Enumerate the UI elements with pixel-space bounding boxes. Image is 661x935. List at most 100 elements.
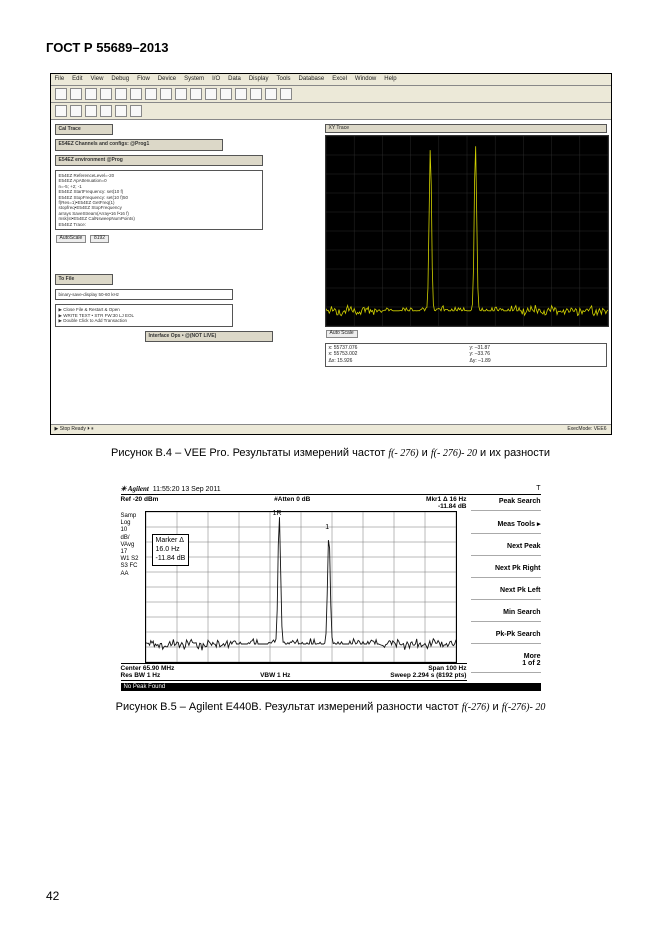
marker-hz: Mkr1 Δ 16 Hz [426, 496, 466, 503]
caption-text: Рисунок В.5 – Agilent E440B. Результат и… [116, 701, 462, 713]
toolbar-button[interactable] [70, 105, 82, 117]
softkey[interactable]: More 1 of 2 [471, 650, 541, 673]
menu-item[interactable]: Device [158, 76, 176, 83]
softkey[interactable]: Meas Tools ▸ [471, 517, 541, 534]
toolbar-button[interactable] [85, 105, 97, 117]
vee-pro-screenshot: File Edit View Debug Flow Device System … [50, 73, 612, 435]
menu-item[interactable]: Debug [111, 76, 129, 83]
toolbar-button[interactable] [145, 88, 157, 100]
menu-item[interactable]: View [91, 76, 104, 83]
softkey[interactable]: Pk-Pk Search [471, 628, 541, 644]
agilent-datetime: 11:55:20 13 Sep 2011 [153, 486, 221, 493]
softkey[interactable]: Next Peak [471, 540, 541, 556]
menu-item[interactable]: Excel [332, 76, 347, 83]
tofile-op[interactable]: ▶ Double Click to Add Transaction [59, 318, 229, 323]
toolbar-button[interactable] [250, 88, 262, 100]
doc-code: ГОСТ Р 55689–2013 [46, 40, 615, 55]
menu-item[interactable]: Edit [72, 76, 82, 83]
spectrum-plot-b4 [325, 135, 609, 327]
fig-b5-caption: Рисунок В.5 – Agilent E440B. Результат и… [46, 701, 615, 713]
toolbar-button[interactable] [280, 88, 292, 100]
block-channels[interactable]: E54EZ Channels and configs: @Prog1 [55, 139, 223, 151]
yl: dB/ [121, 535, 145, 542]
grid [146, 512, 456, 662]
toolbar-button[interactable] [130, 88, 142, 100]
span: Span 100 Hz [428, 665, 466, 672]
toolbar-button[interactable] [115, 105, 127, 117]
toolbar-button[interactable] [55, 105, 67, 117]
vee-toolbar-2 [51, 103, 611, 120]
toolbar-button[interactable] [115, 88, 127, 100]
block-caltrace[interactable]: Cal Trace [55, 124, 113, 136]
marker-db: -11.84 dB [426, 503, 466, 510]
pill-8192[interactable]: 8192 [90, 235, 109, 243]
toolbar-button[interactable] [85, 88, 97, 100]
formula-f1: f(-276) [462, 702, 490, 713]
agilent-T: T [536, 485, 540, 493]
menu-item[interactable]: File [55, 76, 65, 83]
menu-item[interactable]: Data [228, 76, 241, 83]
mb-line: Marker Δ [156, 537, 186, 546]
menu-item[interactable]: Flow [137, 76, 150, 83]
sweep: Sweep 2.294 s (8192 pts) [390, 672, 466, 679]
toolbar-button[interactable] [55, 88, 67, 100]
menu-item[interactable]: I/O [212, 76, 220, 83]
formula-f1: f(- 276) [388, 448, 418, 459]
marker-delta-box: Marker Δ 16.0 Hz -11.84 dB [152, 534, 190, 566]
marker-1: 1 [325, 524, 329, 531]
menu-item[interactable]: Window [355, 76, 376, 83]
toolbar-button[interactable] [175, 88, 187, 100]
block-tofile[interactable]: To File [55, 274, 113, 286]
rbw: Res BW 1 Hz [121, 672, 161, 679]
toolbar-button[interactable] [70, 88, 82, 100]
menu-item[interactable]: Display [249, 76, 269, 83]
menu-item[interactable]: Database [299, 76, 325, 83]
readout-panel: x: 55737.076 y: –31.87 x: 55753.002 y: –… [325, 343, 607, 368]
yl: VAvg [121, 542, 145, 549]
softkey[interactable]: Next Pk Right [471, 562, 541, 578]
block-env[interactable]: E54EZ environment @Prog [55, 155, 263, 167]
toolbar-button[interactable] [265, 88, 277, 100]
softkey[interactable]: Min Search [471, 606, 541, 622]
readout-dx: Δx: 15.926 [329, 359, 462, 365]
vee-right-panel: XY Trace Auto Scale x: 55737.076 y: –31.… [321, 120, 611, 434]
toolbar-button[interactable] [220, 88, 232, 100]
caption-suffix: и их разности [480, 447, 550, 459]
toolbar-button[interactable] [100, 88, 112, 100]
mb-line: 16.0 Hz [156, 546, 186, 555]
agilent-logo: ✳ Agilent [121, 485, 149, 493]
ag-y-labels: Samp Log 10 dB/ VAvg 17 W1 S2 S3 FC AA [121, 511, 145, 663]
block-tofile-name: binary-save-display 50-60 kHz [55, 289, 233, 300]
toolbar-button[interactable] [130, 105, 142, 117]
marker-1r: 1R [273, 510, 282, 517]
yl: Log [121, 520, 145, 527]
toolbar-button[interactable] [205, 88, 217, 100]
vee-status-bar: ▶ Stop Ready ⏵ ⏸ ExecMode: VEE6 [51, 424, 611, 435]
menu-item[interactable]: Help [384, 76, 396, 83]
toolbar-button[interactable] [190, 88, 202, 100]
atten: #Atten 0 dB [274, 496, 310, 510]
vbw: VBW 1 Hz [260, 672, 290, 679]
param-line: E54EZ Trace: [59, 222, 259, 227]
readout-y2: y: –33.76 [470, 352, 603, 358]
block-iface[interactable]: Interface Ops • @(NOT LIVE) [145, 331, 273, 343]
vee-toolbar [51, 86, 611, 103]
formula-f2: f(- 276)- 20 [431, 448, 477, 459]
toolbar-button[interactable] [235, 88, 247, 100]
auto-scale-button[interactable]: Auto Scale [326, 330, 358, 338]
toolbar-button[interactable] [160, 88, 172, 100]
readout-dy: Δy: –1.89 [470, 359, 603, 365]
pill-autoscale[interactable]: AutoScale [56, 235, 87, 243]
toolbar-button[interactable] [100, 105, 112, 117]
yl: W1 S2 [121, 556, 145, 563]
block-params: E54EZ ReferenceLevel=-20 E54EZ ApAttenua… [55, 170, 263, 230]
menu-item[interactable]: Tools [277, 76, 291, 83]
softkey[interactable]: Next Pk Left [471, 584, 541, 600]
agilent-screenshot: ✳ Agilent 11:55:20 13 Sep 2011 T Ref -20… [121, 485, 541, 691]
softkey[interactable]: Peak Search [471, 495, 541, 511]
menu-item[interactable]: System [184, 76, 204, 83]
yl: AA [121, 571, 145, 578]
readout-x2: x: 55753.002 [329, 352, 462, 358]
yl: 10 [121, 527, 145, 534]
agilent-status: No Peak Found [121, 683, 541, 691]
